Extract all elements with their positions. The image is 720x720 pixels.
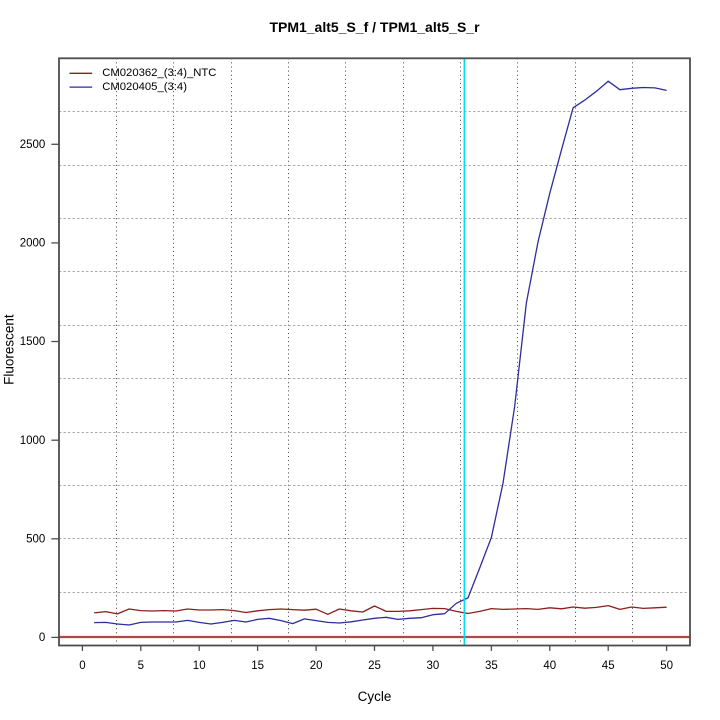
svg-text:Fluorescent: Fluorescent (2, 314, 17, 385)
svg-text:25: 25 (368, 660, 381, 672)
svg-text:40: 40 (543, 660, 556, 672)
svg-text:Cycle: Cycle (358, 689, 392, 704)
svg-text:5: 5 (138, 660, 144, 672)
svg-text:15: 15 (251, 660, 264, 672)
svg-text:2500: 2500 (20, 139, 46, 151)
svg-text:2000: 2000 (20, 238, 46, 250)
svg-text:35: 35 (485, 660, 498, 672)
svg-text:20: 20 (310, 660, 323, 672)
svg-text:0: 0 (39, 632, 45, 644)
svg-text:30: 30 (427, 660, 440, 672)
svg-text:1000: 1000 (20, 435, 46, 447)
svg-text:500: 500 (26, 534, 45, 546)
svg-text:0: 0 (79, 660, 85, 672)
svg-text:1500: 1500 (20, 336, 46, 348)
svg-text:TPM1_alt5_S_f / TPM1_alt5_S_r: TPM1_alt5_S_f / TPM1_alt5_S_r (269, 19, 480, 35)
svg-text:10: 10 (193, 660, 206, 672)
svg-text:CM020405_(3:4): CM020405_(3:4) (102, 81, 187, 93)
svg-text:45: 45 (602, 660, 615, 672)
svg-text:CM020362_(3:4)_NTC: CM020362_(3:4)_NTC (102, 67, 216, 79)
svg-text:50: 50 (660, 660, 673, 672)
